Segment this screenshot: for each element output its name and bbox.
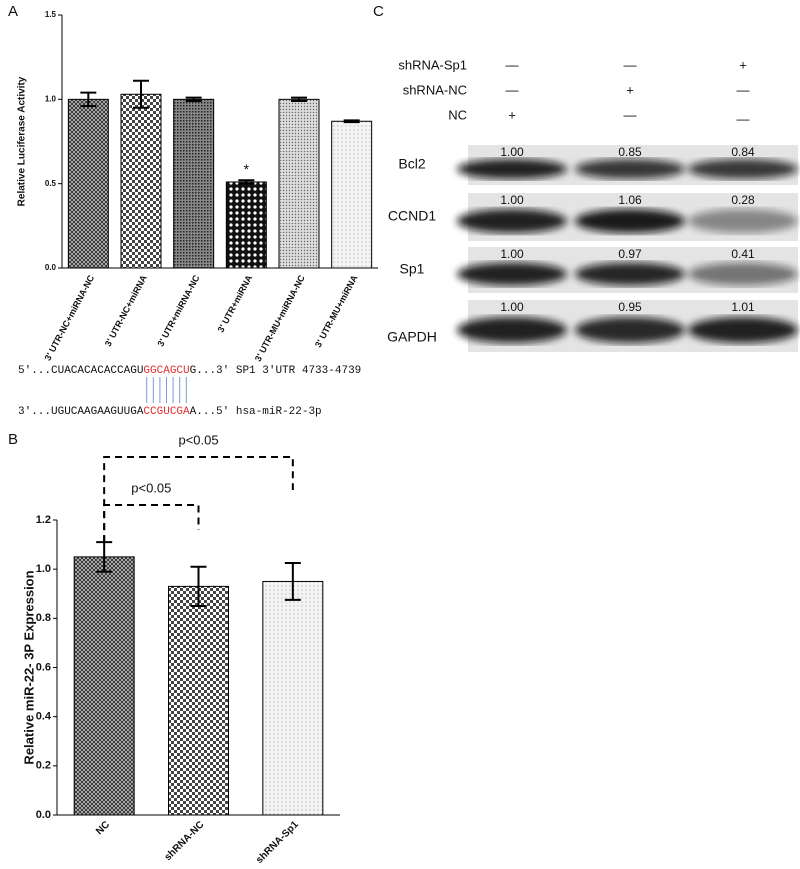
x-tick-label: 3' UTR-MU+miRNA-NC [253,273,307,363]
y-tick-label: 0.6 [36,661,51,673]
condition-mark: — [506,57,519,72]
band [575,262,685,286]
band [688,317,798,343]
band [457,317,567,343]
band-value: 1.00 [500,193,524,207]
band-value: 0.41 [731,247,755,261]
band [457,262,567,286]
condition-label: NC [448,107,467,122]
seq: 5'...CUACACACACCAGU [18,365,143,377]
x-tick-label: shRNA-NC [163,819,207,863]
condition-label: shRNA-Sp1 [398,57,467,72]
band [688,209,798,233]
band-value: 1.01 [731,300,755,314]
condition-mark: — [624,107,637,122]
bar [225,181,267,269]
y-tick-label: 1.0 [36,563,51,575]
y-tick-label: 0.4 [36,711,52,723]
bar [278,98,320,269]
comparison-bracket [103,456,294,543]
y-tick-label: 1.0 [45,94,57,103]
x-tick-label: shRNA-Sp1 [254,819,301,866]
x-tick-label: 3' UTR-NC+miRNA [103,273,149,348]
band [457,159,567,179]
band [688,262,798,286]
bar [262,580,324,816]
x-tick-label: 3' UTR+miRNA [216,273,255,334]
error-bar [190,565,207,608]
bar [73,556,135,816]
seed: CCGUCGA [143,406,190,418]
error-bar [343,119,360,124]
sequence-top: 5'...CUACACACACCAGUGGCAGCUG...3' SP1 3'U… [18,365,361,377]
y-axis-label: Relative miR-22- 3P Expression [21,570,36,764]
y-tick-label: 0.2 [36,760,51,772]
band [575,317,685,343]
y-tick-label: 0.8 [36,612,51,624]
band [688,159,798,179]
band-value: 0.28 [731,193,755,207]
condition-mark: + [626,82,634,97]
x-tick-label: NC [94,819,112,837]
seed: GGCAGCU [143,365,189,377]
band-value: 1.00 [500,247,524,261]
seq: G...3' SP1 3'UTR 4733-4739 [190,365,362,377]
annotation: * [244,161,250,177]
condition-mark: + [739,57,747,72]
x-tick-label: 3' UTR-NC+miRNA-NC [43,273,97,362]
bar [67,98,109,269]
error-bar [291,96,307,103]
panel-label: B [8,431,18,448]
band-value: 0.97 [618,247,642,261]
seq: 3'...UGUCAAGAAGUUGA [18,406,144,418]
error-bar [284,562,301,601]
band [457,209,567,233]
p-value: p<0.05 [178,432,218,447]
sequence-bottom: 3'...UGUCAAGAAGUUGACCGUCGAA...5' hsa-miR… [18,406,322,418]
band-value: 0.84 [731,145,755,159]
condition-mark: — [624,57,637,72]
band [575,209,685,233]
band [575,159,685,179]
band-label: Bcl2 [398,156,425,172]
error-bar [80,91,97,108]
y-axis-label: Relative Luciferase Activity [17,76,28,206]
x-tick-label: 3' UTR-MU+miRNA [313,273,360,349]
condition-mark: — [506,82,519,97]
condition-label: shRNA-NC [403,82,467,97]
band-value: 1.00 [500,145,524,159]
bar [173,98,215,269]
bar [331,120,373,269]
band-label: GAPDH [387,329,437,345]
y-tick-label: 0.5 [45,179,57,188]
panel-label: A [8,3,18,20]
band-value: 0.85 [618,145,642,159]
error-bar [238,179,255,185]
comparison-bracket [103,504,200,543]
seq: A...5' hsa-miR-22-3p [190,406,322,418]
condition-mark: — [737,82,750,97]
p-value: p<0.05 [131,480,171,495]
band-value: 1.00 [500,300,524,314]
bar [168,585,229,816]
y-tick-label: 1.2 [36,514,51,526]
band-value: 1.06 [618,193,642,207]
y-tick-label: 0.0 [45,263,57,272]
condition-mark: + [508,107,516,122]
error-bar [133,79,149,109]
panel-label: C [373,3,384,20]
y-tick-label: 1.5 [45,10,57,19]
band-value: 0.95 [618,300,642,314]
band-label: CCND1 [388,208,436,224]
band-label: Sp1 [400,261,425,277]
x-tick-label: 3' UTR+miRNA-NC [155,273,201,348]
bar [120,93,162,269]
condition-mark: — [737,111,750,126]
error-bar [185,96,202,103]
y-tick-label: 0.0 [36,809,51,821]
